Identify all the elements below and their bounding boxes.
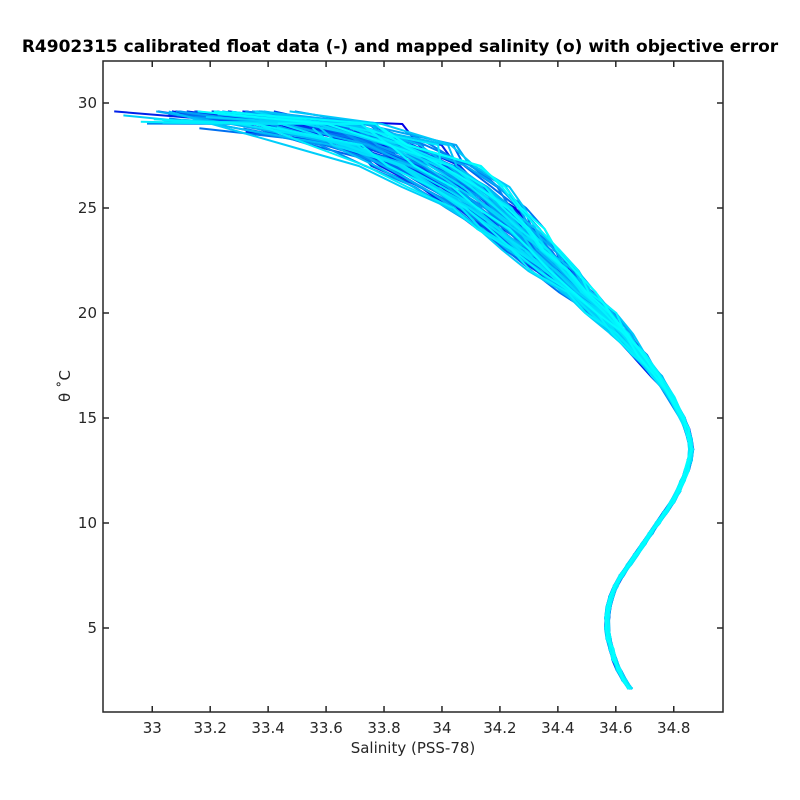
y-tick-label: 15	[78, 409, 97, 427]
y-tick-label: 5	[87, 619, 97, 637]
x-tick-label: 34.6	[599, 719, 632, 737]
profile-line	[381, 127, 693, 690]
x-axis-ticks: 33 33.2 33.4 33.6 33.8 34 34.2 34.4 34.6 34.8	[143, 61, 690, 737]
x-tick-label: 33	[143, 719, 162, 737]
x-tick-label: 33.4	[251, 719, 284, 737]
axes-frame	[102, 60, 724, 713]
y-tick-label: 30	[78, 94, 97, 112]
x-axis-label: Salinity (PSS-78)	[351, 739, 476, 757]
y-axis-ticks: 5 10 15 20 25 30	[78, 94, 723, 637]
plot-area: 33 33.2 33.4 33.6 33.8 34 34.2 34.4 34.6 34.8 5 10…	[78, 60, 724, 737]
x-tick-label: 33.6	[309, 719, 342, 737]
y-tick-label: 10	[78, 514, 97, 532]
x-tick-label: 34	[432, 719, 451, 737]
y-tick-label: 25	[78, 199, 97, 217]
x-tick-label: 34.8	[657, 719, 690, 737]
y-axis-label: θ ˚C	[56, 370, 74, 402]
y-tick-label: 20	[78, 304, 97, 322]
x-tick-label: 34.4	[541, 719, 574, 737]
float-profiles	[114, 110, 695, 690]
chart-title: R4902315 calibrated float data (-) and m…	[22, 37, 779, 57]
x-tick-label: 33.8	[367, 719, 400, 737]
x-tick-label: 33.2	[193, 719, 226, 737]
x-tick-label: 34.2	[483, 719, 516, 737]
